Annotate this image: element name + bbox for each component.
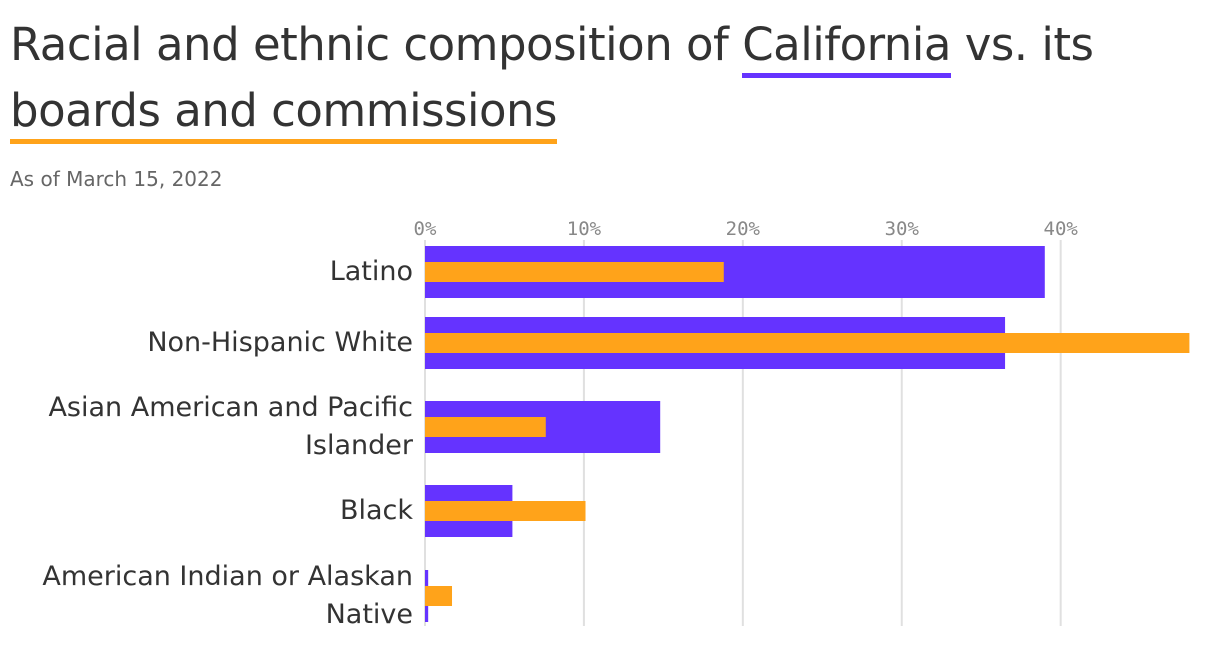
y-tick-label: Non-Hispanic White xyxy=(147,327,413,358)
y-tick-label: American Indian or Alaskan Native xyxy=(42,561,413,630)
y-tick-label: Latino xyxy=(329,256,413,287)
title-text: Racial and ethnic composition of xyxy=(10,18,729,71)
y-tick-label: Asian American and Pacific Islander xyxy=(48,392,413,461)
chart-title: Racial and ethnic composition of Califor… xyxy=(10,12,1210,144)
legend-entry: boards and commissions xyxy=(10,84,558,144)
title-text: vs. its xyxy=(964,18,1094,71)
bar xyxy=(425,262,724,282)
bar xyxy=(425,501,586,521)
legend-entry: California xyxy=(742,18,951,78)
bar xyxy=(425,417,546,437)
bar xyxy=(425,586,453,606)
x-tick-label: 40% xyxy=(1044,218,1079,240)
subtitle: As of March 15, 2022 xyxy=(10,167,223,191)
x-tick-label: 20% xyxy=(726,218,761,240)
x-tick-label: 10% xyxy=(567,218,602,240)
y-tick-label: Black xyxy=(339,495,413,526)
x-tick-label: 0% xyxy=(414,218,437,240)
bar xyxy=(425,333,1190,353)
x-tick-label: 30% xyxy=(885,218,920,240)
